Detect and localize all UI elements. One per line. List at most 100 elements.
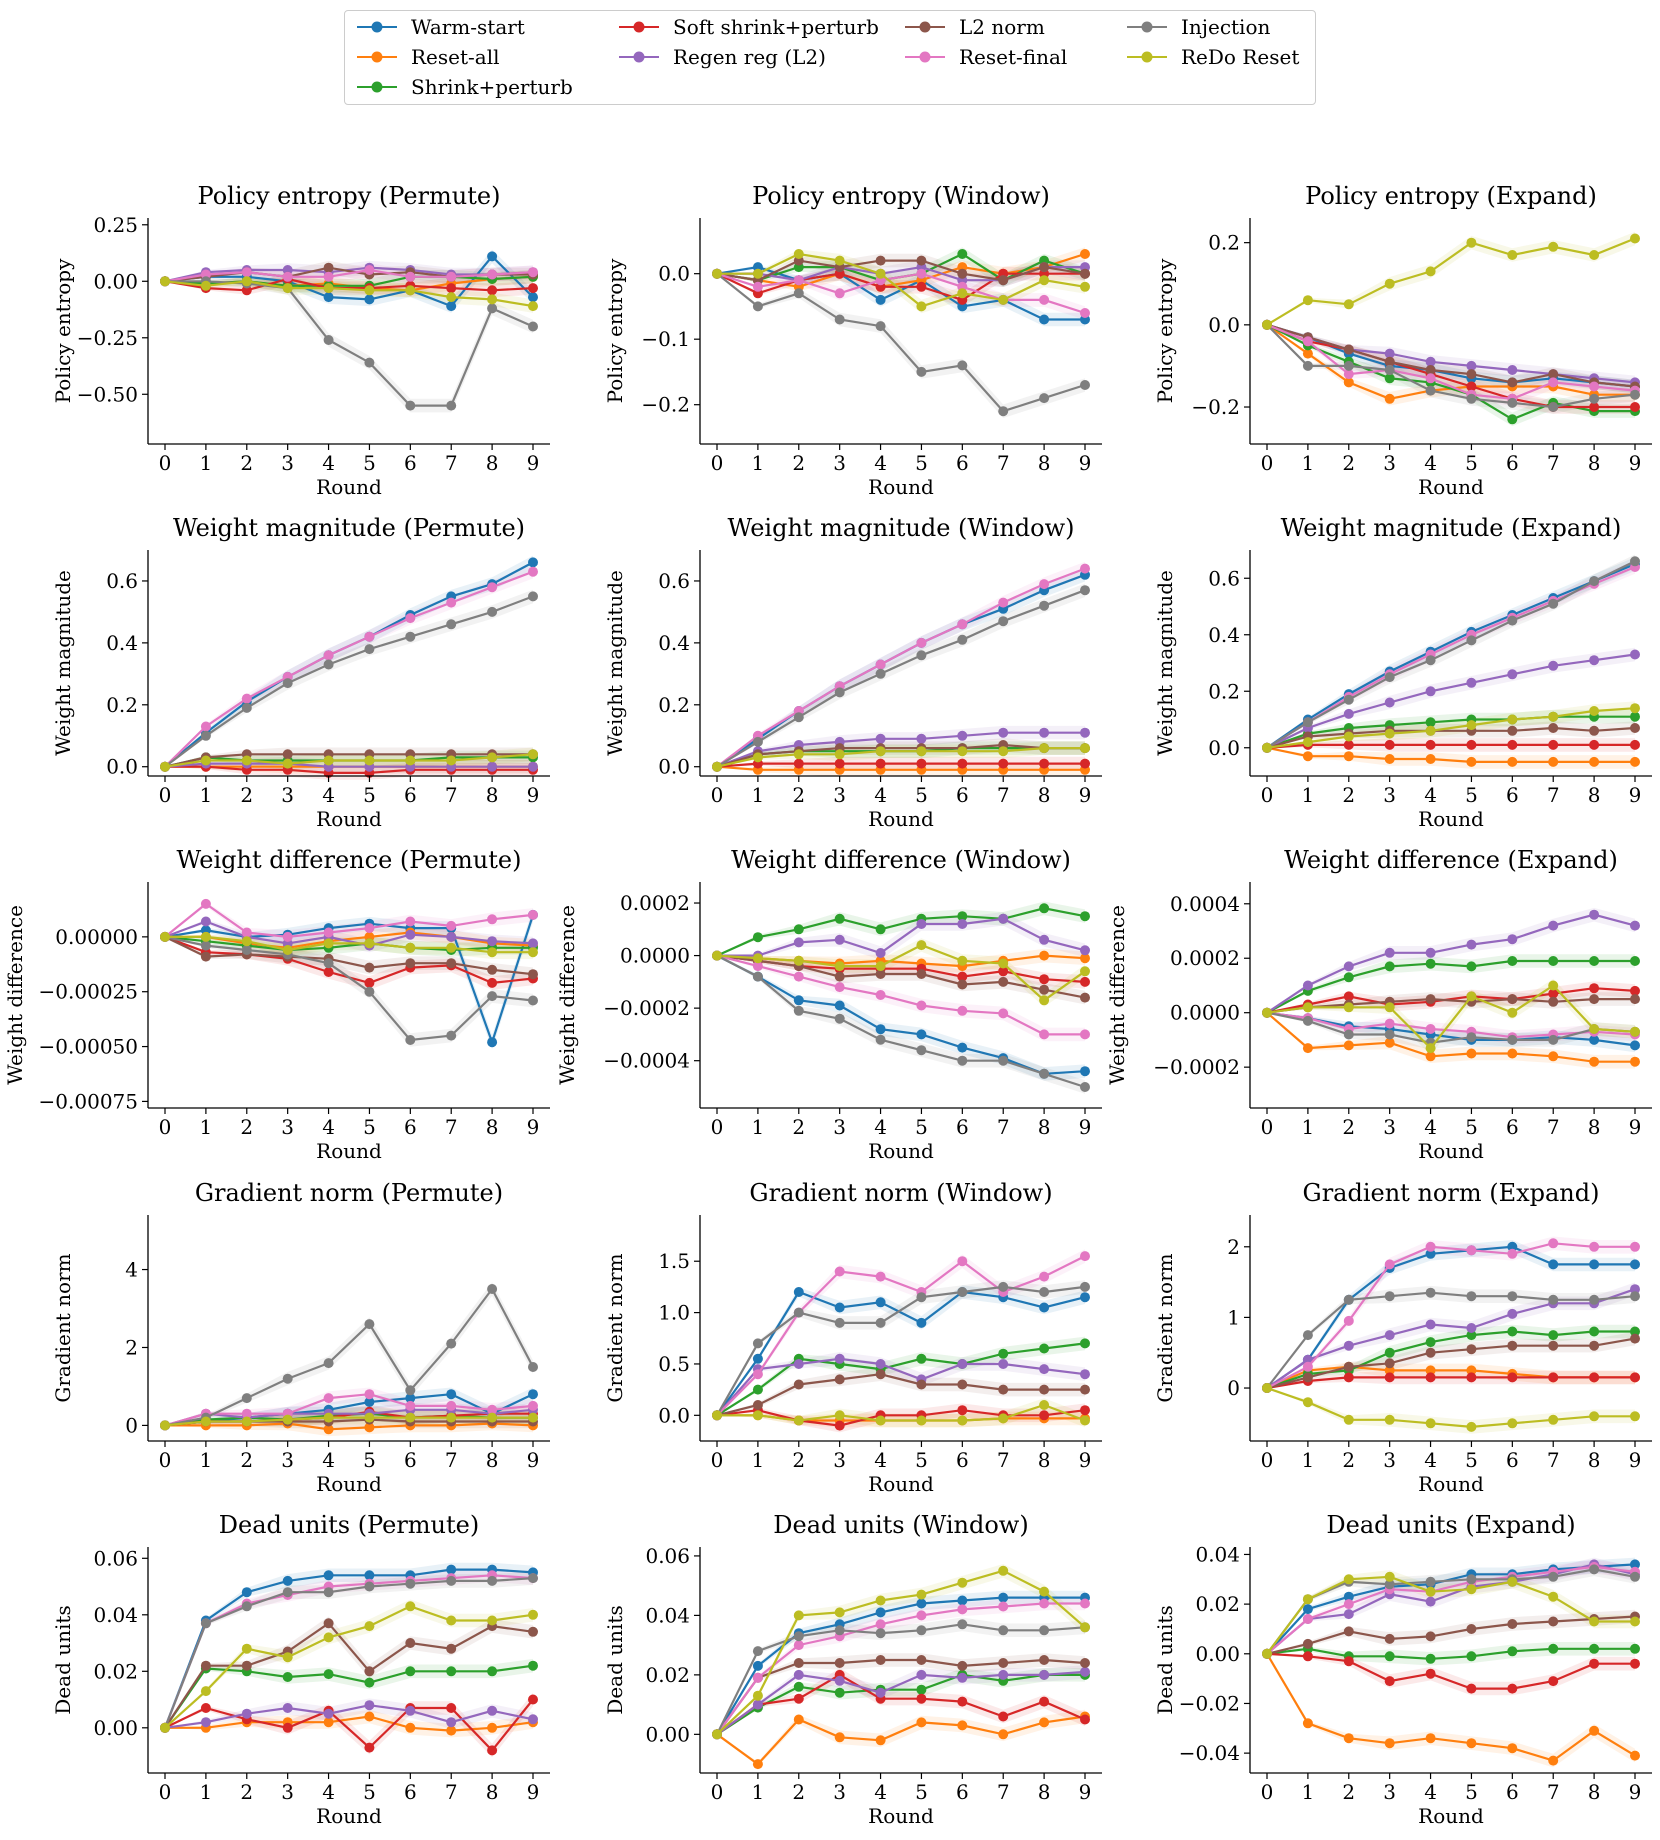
x-tick-label: 9 [527, 1448, 540, 1472]
data-point-l2-norm [1507, 1619, 1518, 1629]
series-line-reset-final [716, 954, 1085, 1036]
data-point-shrink-perturb [957, 911, 968, 922]
x-tick-label: 7 [1547, 1448, 1560, 1472]
data-point-injection [282, 1587, 293, 1598]
data-point-regen-reg-l2 [1039, 1364, 1050, 1375]
panel-title: Weight difference (Expand) [1284, 846, 1618, 874]
data-point-warm-start [875, 1024, 886, 1035]
data-point-warm-start [446, 301, 457, 312]
data-point-l2-norm [793, 1658, 804, 1668]
data-point-injection [487, 991, 498, 1002]
data-point-injection [834, 1013, 845, 1024]
y-tick-label: 0.4 [106, 631, 138, 655]
x-tick-label: 2 [792, 1115, 805, 1139]
series-line-soft-shrink-perturb [716, 1673, 1086, 1736]
legend-swatch-l2-norm [905, 21, 945, 33]
legend-label-l2-norm: L2 norm [959, 15, 1045, 39]
data-point-reset-all [834, 1732, 845, 1743]
y-tick-label: 0.04 [1195, 1542, 1240, 1566]
series-line-l2-norm [1266, 1337, 1636, 1390]
data-point-l2-norm [1343, 1361, 1354, 1372]
data-point-injection [364, 644, 375, 655]
data-point-reset-final [487, 582, 498, 593]
data-point-redo-reset [1262, 742, 1272, 753]
data-point-warm-start [1630, 1259, 1640, 1270]
data-point-soft-shrink-perturb [1384, 1676, 1395, 1687]
data-point-injection [752, 971, 763, 982]
data-point-regen-reg-l2 [487, 1705, 498, 1716]
data-point-shrink-perturb [1630, 711, 1640, 722]
data-point-injection [916, 1292, 927, 1303]
x-tick-label: 7 [997, 1780, 1010, 1804]
data-point-redo-reset [957, 955, 968, 966]
x-tick-label: 0 [1261, 1448, 1274, 1472]
data-point-redo-reset [1630, 1026, 1640, 1037]
data-point-warm-start [1630, 1559, 1640, 1570]
data-point-warm-start [446, 1389, 457, 1400]
band-l2-norm [165, 1616, 533, 1728]
data-point-soft-shrink-perturb [957, 1405, 968, 1416]
data-point-l2-norm [1384, 356, 1395, 367]
data-point-reset-final [1039, 1598, 1050, 1609]
data-point-soft-shrink-perturb [487, 977, 498, 988]
data-point-soft-shrink-perturb [1548, 988, 1559, 999]
x-tick-label: 9 [1079, 1448, 1092, 1472]
data-point-redo-reset [487, 1412, 498, 1423]
legend-entry-redo-reset: ReDo Reset [1125, 44, 1299, 70]
y-axis-label: Gradient norm [1153, 1253, 1177, 1402]
data-point-reset-final [1343, 369, 1354, 380]
x-tick-label: 9 [527, 1780, 540, 1804]
y-tick-label: 0.6 [658, 569, 690, 593]
data-point-reset-all [1466, 1048, 1477, 1059]
data-point-l2-norm [1630, 723, 1640, 733]
data-point-redo-reset [712, 761, 722, 772]
data-point-l2-norm [1343, 344, 1354, 355]
data-point-l2-norm [446, 1643, 457, 1654]
data-point-shrink-perturb [1039, 1343, 1050, 1354]
data-point-shrink-perturb [834, 1687, 845, 1698]
x-tick-label: 4 [322, 1115, 335, 1139]
series-line-reset-all [716, 765, 1085, 771]
data-point-injection [528, 591, 538, 602]
series-line-soft-shrink-perturb [716, 762, 1085, 768]
x-tick-label: 4 [874, 451, 887, 475]
panel-title: Dead units (Window) [773, 1511, 1028, 1539]
data-point-regen-reg-l2 [1080, 1666, 1090, 1677]
data-point-shrink-perturb [793, 924, 804, 935]
data-point-injection [875, 1317, 886, 1328]
data-point-l2-norm [1302, 1638, 1313, 1649]
data-point-reset-final [1425, 1241, 1436, 1252]
series-line-reset-all [716, 1715, 1086, 1766]
data-point-redo-reset [528, 947, 538, 958]
data-point-redo-reset [323, 1632, 334, 1643]
legend-swatch-injection [1127, 21, 1167, 33]
y-axis-label: Gradient norm [51, 1253, 75, 1402]
data-point-redo-reset [241, 936, 252, 947]
data-point-redo-reset [1507, 250, 1518, 260]
series-line-redo-reset [164, 753, 534, 768]
data-point-reset-final [916, 637, 927, 648]
x-tick-label: 8 [486, 451, 499, 475]
data-point-reset-final [1384, 1259, 1395, 1270]
data-point-redo-reset [1302, 295, 1313, 306]
data-point-warm-start [834, 1302, 845, 1313]
data-point-warm-start [1548, 1259, 1559, 1270]
data-point-injection [1589, 1564, 1600, 1575]
x-axis-label: Round [1418, 807, 1484, 831]
data-point-reset-final [528, 909, 538, 920]
y-tick-label: 1 [1227, 1305, 1240, 1329]
data-point-soft-shrink-perturb [957, 971, 968, 982]
series-line-injection [163, 1577, 534, 1729]
data-point-soft-shrink-perturb [1507, 1683, 1518, 1694]
x-tick-label: 6 [1506, 1115, 1519, 1139]
data-point-reset-final [1080, 1251, 1090, 1262]
data-point-regen-reg-l2 [998, 727, 1009, 738]
band-reset-all [717, 247, 1085, 294]
data-point-soft-shrink-perturb [1039, 1696, 1050, 1707]
data-point-redo-reset [241, 755, 252, 766]
band-shrink-perturb [1267, 1324, 1635, 1388]
data-point-redo-reset [282, 758, 293, 769]
data-point-redo-reset [793, 249, 804, 259]
data-point-shrink-perturb [875, 924, 886, 935]
data-point-l2-norm [752, 1400, 763, 1410]
